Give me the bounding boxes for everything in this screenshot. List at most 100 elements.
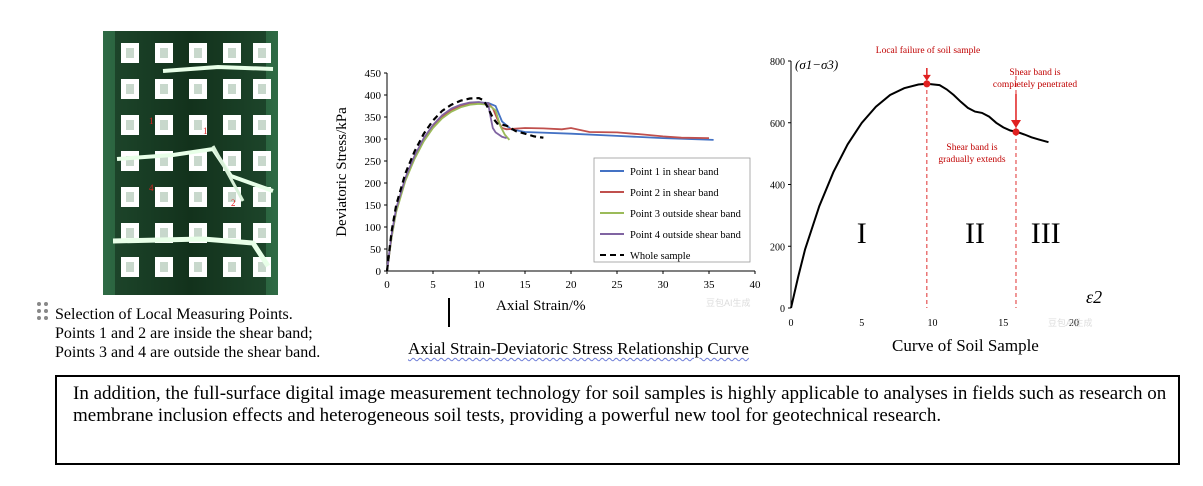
arrow-head	[922, 74, 931, 81]
measuring-point-label: 1	[203, 126, 208, 136]
x-tick-label: 40	[750, 279, 762, 291]
grid-square-center	[228, 192, 236, 202]
x-axis-label: ε2	[1086, 287, 1102, 307]
grid-square-center	[126, 192, 134, 202]
grid-square-center	[228, 228, 236, 238]
y-tick-label: 350	[365, 112, 382, 124]
measuring-point-label: 1	[149, 116, 154, 126]
shear-crack-line	[112, 236, 271, 268]
arrow-head	[1010, 120, 1021, 129]
stage-marker	[1012, 128, 1020, 136]
grid-square-center	[258, 84, 266, 94]
soil-curve-chart-title: Curve of Soil Sample	[892, 336, 1039, 355]
stress-strain-chart: 0 50 100 150 200 250 300 350 400 450 0 5 10 15 20 25 30 3…	[330, 62, 770, 320]
annotation-local-failure: Local failure of soil sample	[876, 45, 980, 56]
y-tick-label: 800	[770, 57, 785, 68]
grid-square-center	[228, 84, 236, 94]
shear-crack-line	[162, 64, 274, 73]
y-tick-label: 400	[770, 181, 785, 192]
watermark: 豆包AI生成	[1048, 317, 1093, 328]
soil-sample-image: 1 1 4 2	[103, 31, 278, 295]
stress-strain-chart-title: Axial Strain-Deviatoric Stress Relations…	[408, 339, 749, 359]
soil-curve-line	[790, 82, 1049, 309]
y-tick-label: 200	[770, 242, 785, 253]
x-tick-label: 5	[430, 279, 436, 291]
annotation-penetrated-line2: completely penetrated	[993, 80, 1077, 90]
annotation-penetrated-line1: Shear band is	[1009, 68, 1060, 78]
grid-square-center	[194, 84, 202, 94]
grid-square-center	[160, 192, 168, 202]
stage-label: II	[965, 217, 985, 250]
x-tick-label: 0	[789, 318, 794, 329]
legend-entry: Point 3 outside shear band	[630, 209, 742, 220]
x-tick-label: 10	[474, 279, 486, 291]
y-axis-label: (σ1−σ3)	[795, 57, 838, 72]
grid-square-center	[194, 48, 202, 58]
legend-entry: Whole sample	[630, 251, 691, 262]
grid-square-center	[160, 262, 168, 272]
grid-square-center	[258, 48, 266, 58]
y-tick-label: 400	[365, 90, 382, 102]
y-tick-label: 0	[780, 304, 785, 315]
y-axis-label: Deviatoric Stress/kPa	[334, 107, 350, 237]
legend-entry: Point 2 in shear band	[630, 188, 719, 199]
x-tick-label: 30	[658, 279, 670, 291]
y-tick-label: 150	[365, 200, 382, 212]
y-tick-label: 300	[365, 134, 382, 146]
grid-square-center	[258, 192, 266, 202]
stress-strain-chart-svg: 0 50 100 150 200 250 300 350 400 450 0 5 10 15 20 25 30 3…	[334, 68, 762, 314]
grid-square-center	[228, 156, 236, 166]
grid-square-center	[194, 156, 202, 166]
soil-curve-chart: 0 200 400 600 800 0 5 10 15 20 (σ1−σ3) ε2 Local fail…	[760, 40, 1105, 335]
x-tick-label: 15	[998, 318, 1008, 329]
grid-square-center	[194, 192, 202, 202]
photo-caption-line-2: Points 1 and 2 are inside the shear band…	[55, 325, 313, 342]
grid-square-center	[194, 228, 202, 238]
photo-caption-line-1: Selection of Local Measuring Points.	[55, 306, 293, 323]
grid-square-center	[194, 262, 202, 272]
x-tick-label: 5	[859, 318, 864, 329]
stress-strain-chart-title-text: Axial Strain-Deviatoric Stress Relations…	[408, 339, 749, 358]
y-tick-label: 450	[365, 68, 382, 80]
legend-entry: Point 1 in shear band	[630, 167, 719, 178]
x-tick-label: 15	[520, 279, 532, 291]
legend-entry: Point 4 outside shear band	[630, 230, 742, 241]
text-cursor	[448, 298, 450, 327]
annotation-extends-line2: gradually extends	[938, 155, 1006, 165]
watermark: 豆包AI生成	[706, 297, 751, 308]
measuring-point-label: 2	[231, 198, 236, 208]
grid-square-center	[126, 262, 134, 272]
y-tick-label: 50	[370, 244, 382, 256]
grid-square-center	[194, 120, 202, 130]
y-tick-label: 600	[770, 119, 785, 130]
photo-caption-line-3: Points 3 and 4 are outside the shear ban…	[55, 344, 321, 361]
grid-square-center	[228, 120, 236, 130]
grid-square-center	[228, 262, 236, 272]
measuring-point-label: 4	[149, 183, 154, 193]
grid-square-center	[126, 120, 134, 130]
paragraph-text: In addition, the full-surface digital im…	[73, 383, 1167, 426]
x-tick-label: 20	[566, 279, 578, 291]
y-tick-label: 250	[365, 156, 382, 168]
series-line	[385, 96, 544, 272]
soil-curve-chart-svg: 0 200 400 600 800 0 5 10 15 20 (σ1−σ3) ε2 Local fail…	[770, 45, 1102, 329]
grid-square-center	[258, 156, 266, 166]
grid-square-center	[258, 262, 266, 272]
grid-square-center	[126, 156, 134, 166]
series-line	[386, 102, 511, 272]
x-axis-label: Axial Strain/%	[496, 298, 586, 314]
y-tick-label: 200	[365, 178, 382, 190]
drag-handle-icon[interactable]	[36, 301, 50, 321]
x-tick-label: 35	[704, 279, 716, 291]
x-tick-label: 20	[1069, 318, 1079, 329]
stage-label: III	[1031, 217, 1061, 250]
grid-square-center	[258, 228, 266, 238]
text-box[interactable]: In addition, the full-surface digital im…	[55, 375, 1180, 465]
grid-square-center	[160, 84, 168, 94]
grid-square-center	[160, 120, 168, 130]
stage-marker	[923, 80, 931, 88]
photo-caption: Selection of Local Measuring Points. Poi…	[55, 305, 395, 362]
y-tick-label: 0	[376, 266, 382, 278]
stage-label: I	[857, 217, 867, 250]
grid-square-center	[160, 156, 168, 166]
